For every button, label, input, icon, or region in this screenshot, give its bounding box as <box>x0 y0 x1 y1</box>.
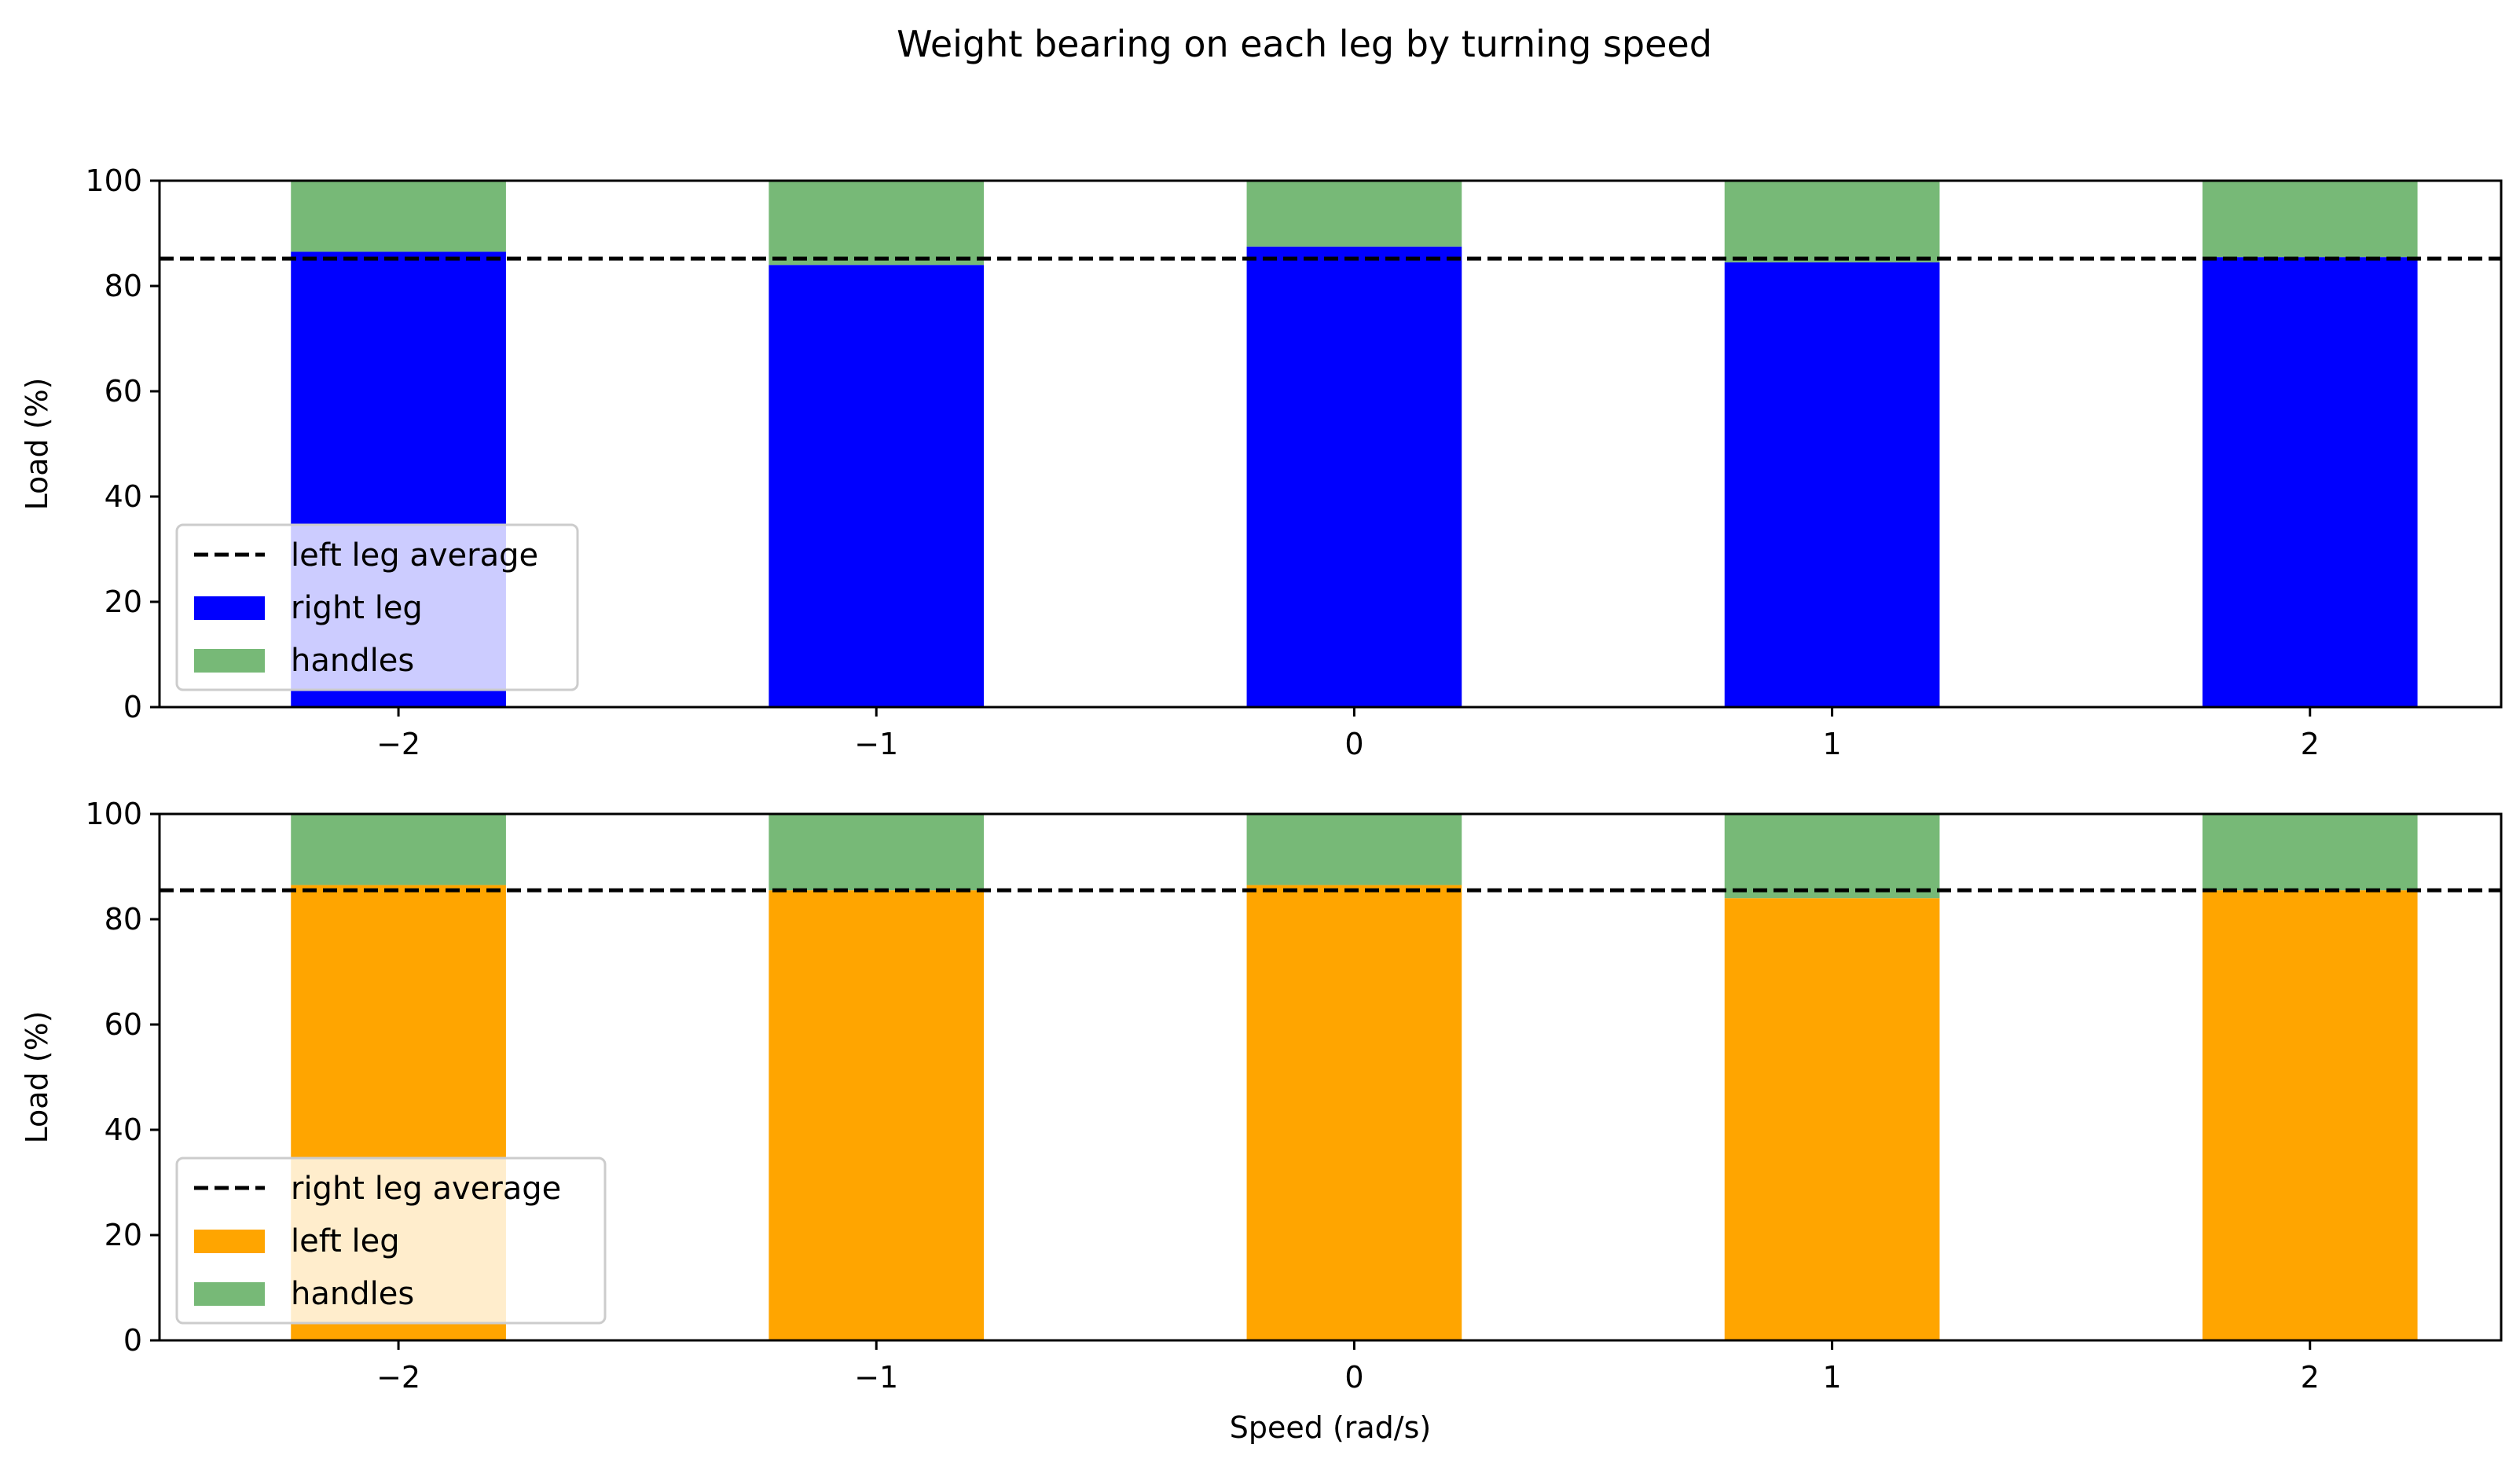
y-tick-label: 60 <box>105 1007 142 1042</box>
bar-left-leg-3 <box>1724 898 1940 1340</box>
bar-handles-0 <box>291 814 506 885</box>
panel-2: 0 20 40 60 80 100 −2 −1 0 1 2 Load (%) Speed (rad/s)… <box>20 797 2503 1445</box>
bar-handles-4 <box>2202 814 2418 891</box>
y-axis-label: Load (%) <box>20 1011 54 1144</box>
legend-label: right leg <box>291 590 423 626</box>
bar-handles-3 <box>1724 181 1940 262</box>
legend-1: left leg average right leg handles <box>175 523 579 691</box>
y-tick-label: 0 <box>123 690 142 724</box>
y-tick-label: 20 <box>105 1218 142 1252</box>
bar-left-leg-4 <box>2202 890 2418 1340</box>
bar-handles-2 <box>1246 181 1462 247</box>
x-tick-label: 0 <box>1344 727 1363 761</box>
bar-right-leg-2 <box>1246 246 1462 707</box>
bar-handles-1 <box>768 181 985 266</box>
x-tick-label: −2 <box>376 1360 420 1395</box>
bar-handles-4 <box>2202 181 2418 258</box>
legend-label: handles <box>291 1276 414 1312</box>
x-axis-label: Speed (rad/s) <box>1230 1410 1431 1445</box>
bar-handles-0 <box>291 181 506 252</box>
y-tick-label: 20 <box>105 585 142 619</box>
x-tick-label: −2 <box>376 727 420 761</box>
x-tick-label: 1 <box>1822 1360 1841 1395</box>
panel-1: 0 20 40 60 80 100 −2 −1 0 1 2 Load (%) left leg aver… <box>20 163 2503 761</box>
bar-right-leg-3 <box>1724 262 1940 708</box>
legend-2: right leg average left leg handles <box>175 1157 607 1325</box>
axes-frame-1 <box>158 179 2503 709</box>
x-tick-label: 2 <box>2301 1360 2320 1395</box>
bar-handles-1 <box>768 814 985 891</box>
legend-label: handles <box>291 643 414 679</box>
legend-label: right leg average <box>291 1171 561 1207</box>
bar-right-leg-1 <box>768 265 985 707</box>
bar-right-leg-4 <box>2202 257 2418 707</box>
y-tick-label: 0 <box>123 1323 142 1358</box>
bar-handles-2 <box>1246 814 1462 885</box>
x-tick-label: 2 <box>2301 727 2320 761</box>
x-tick-label: 1 <box>1822 727 1841 761</box>
legend-box <box>175 1157 607 1325</box>
legend-patch-swatch <box>194 596 265 620</box>
y-tick-label: 40 <box>105 1113 142 1147</box>
x-tick-label: −1 <box>854 1360 898 1395</box>
bar-handles-3 <box>1724 814 1940 899</box>
legend-label: left leg average <box>291 537 538 574</box>
y-axis-label: Load (%) <box>20 378 54 511</box>
legend-box <box>175 523 579 691</box>
y-tick-label: 80 <box>105 269 142 303</box>
x-tick-label: 0 <box>1344 1360 1363 1395</box>
bar-left-leg-2 <box>1246 885 1462 1340</box>
legend-patch-swatch <box>194 649 265 673</box>
y-tick-label: 100 <box>85 163 142 198</box>
legend-label: left leg <box>291 1223 400 1259</box>
y-tick-label: 40 <box>105 479 142 514</box>
axes-frame-2 <box>158 812 2503 1342</box>
legend-patch-swatch <box>194 1230 265 1253</box>
bar-left-leg-1 <box>768 890 985 1340</box>
y-tick-label: 60 <box>105 374 142 409</box>
y-tick-label: 100 <box>85 797 142 831</box>
legend-patch-swatch <box>194 1282 265 1306</box>
y-tick-label: 80 <box>105 902 142 937</box>
figure-title: Weight bearing on each leg by turning sp… <box>897 23 1712 65</box>
x-tick-label: −1 <box>854 727 898 761</box>
